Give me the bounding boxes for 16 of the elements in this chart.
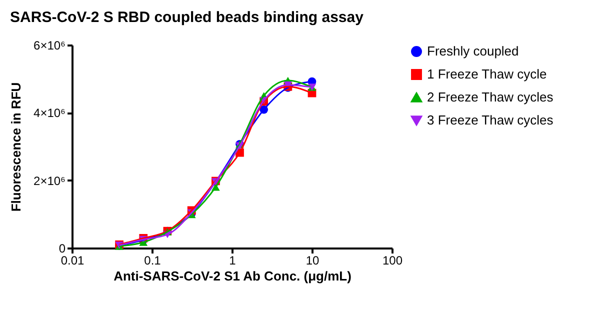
x-tick-label: 1 — [229, 254, 236, 268]
legend-label: 3 Freeze Thaw cycles — [427, 112, 554, 128]
x-tick-label: 0.01 — [60, 254, 84, 268]
y-tick-label: 2×10⁶ — [34, 174, 66, 188]
x-tick-label: 10 — [306, 254, 320, 268]
chart-title: SARS-CoV-2 S RBD coupled beads binding assay — [10, 9, 364, 26]
y-tick-label: 0 — [58, 242, 66, 256]
legend-label: 1 Freeze Thaw cycle — [427, 66, 547, 82]
y-tick-label: 6×10⁶ — [34, 38, 66, 52]
legend-label: 2 Freeze Thaw cycles — [427, 90, 554, 104]
x-tick-label: 100 — [382, 254, 403, 268]
x-axis-title: Anti-SARS-CoV-2 S1 Ab Conc. (μg/mL) — [114, 268, 352, 284]
legend-label: Freshly coupled — [427, 44, 519, 58]
y-tick-label: 4×10⁶ — [34, 106, 66, 120]
y-axis-title: Fluorescence in RFU — [8, 82, 24, 212]
x-tick-label: 0.1 — [144, 254, 162, 268]
